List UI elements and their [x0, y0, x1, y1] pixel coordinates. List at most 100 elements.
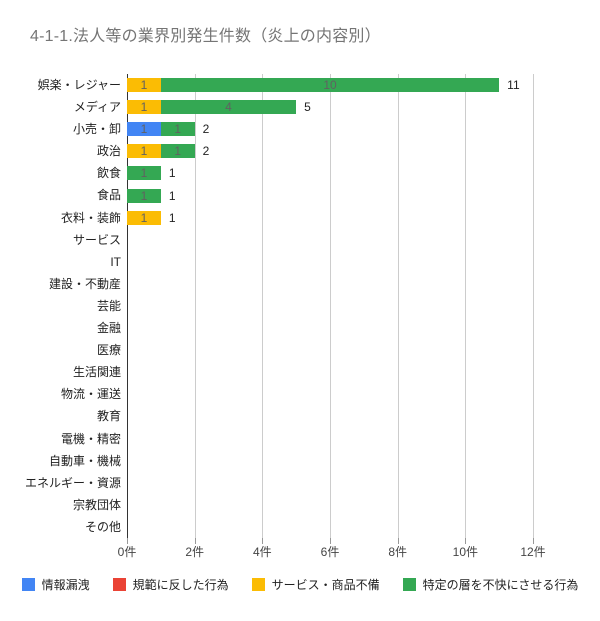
bar-segment[interactable]: 1 [127, 78, 161, 92]
bar-row [127, 472, 533, 494]
bar-total-label: 2 [202, 144, 210, 159]
x-axis-labels: 0件 2件 4件 6件 8件 10件 12件 [0, 543, 600, 559]
bar-row [127, 450, 533, 472]
bar-stack: 1 [127, 166, 161, 181]
category-label: 建設・不動産 [48, 276, 121, 291]
bar-row [127, 383, 533, 405]
bar-row [127, 317, 533, 339]
bar-segment[interactable]: 4 [160, 100, 297, 115]
legend-swatch-icon [112, 578, 126, 591]
legend-item: 特定の層を不快にさせる行為 [402, 576, 579, 593]
segment-value-label: 1 [140, 144, 148, 159]
plot-area: 1 10 11 1 4 5 1 1 2 1 1 2 1 1 1 1 1 1 [127, 74, 534, 544]
bar-row [127, 273, 533, 295]
legend-label: 特定の層を不快にさせる行為 [422, 578, 579, 592]
x-tick-label: 10件 [452, 545, 479, 559]
category-label: 食品 [96, 188, 121, 203]
bar-segment[interactable]: 10 [160, 78, 500, 92]
segment-value-label: 1 [174, 122, 182, 137]
bar-stack: 1 [127, 188, 161, 203]
category-label: その他 [84, 519, 121, 534]
category-label: 生活関連 [72, 365, 121, 380]
segment-value-label: 1 [140, 100, 148, 115]
axis-tick [465, 538, 467, 544]
x-tick-label: 0件 [117, 545, 137, 559]
bar-row [127, 339, 533, 361]
bar-segment[interactable]: 1 [127, 100, 161, 115]
segment-value-label: 1 [140, 78, 148, 92]
category-label: 電機・精密 [60, 431, 121, 446]
gridline [194, 74, 196, 538]
legend-item: 情報漏洩 [21, 576, 90, 593]
bar-segment[interactable]: 1 [160, 122, 195, 137]
x-tick-label: 12件 [520, 545, 546, 559]
bar-segment[interactable]: 1 [127, 166, 161, 181]
bar-row: 1 10 11 [127, 74, 533, 96]
category-label: 衣料・装飾 [60, 210, 121, 225]
axis-tick [127, 538, 128, 544]
category-label: エネルギー・資源 [24, 475, 121, 490]
category-label: 物流・運送 [60, 387, 121, 402]
bar-stack: 1 10 [127, 78, 500, 92]
bar-row [127, 494, 533, 516]
bar-row [127, 406, 533, 428]
category-label: 政治 [96, 144, 121, 159]
bar-segment[interactable]: 1 [127, 210, 161, 225]
bar-total-label: 1 [168, 210, 176, 225]
bar-row [127, 251, 533, 273]
category-label: 医療 [96, 343, 121, 358]
segment-value-label: 1 [174, 144, 182, 159]
category-label: 娯楽・レジャー [37, 78, 121, 92]
axis-tick [533, 538, 534, 544]
bar-total-label: 5 [304, 100, 311, 115]
gridline [533, 74, 534, 538]
legend-label: 規範に反した行為 [132, 578, 229, 592]
legend-swatch-icon [402, 578, 416, 591]
x-tick-label: 8件 [388, 545, 407, 559]
segment-value-label: 1 [140, 188, 148, 203]
chart-title: 4-1-1.法人等の業界別発生件数（炎上の内容別） [30, 28, 381, 45]
category-label: 教育 [96, 409, 121, 424]
gridline [397, 74, 399, 538]
bar-row [127, 229, 533, 251]
axis-tick [262, 538, 264, 544]
category-label: 飲食 [96, 166, 121, 181]
segment-value-label: 1 [140, 166, 148, 181]
axis-tick [194, 538, 196, 544]
legend-label: サービス・商品不備 [271, 578, 380, 592]
axis-tick [397, 538, 399, 544]
y-axis-labels: 娯楽・レジャー メディア 小売・卸 政治 飲食 食品 衣料・装飾 サービス IT 建設・不動産 芸能… [0, 74, 121, 538]
legend: 情報漏洩 規範に反した行為 サービス・商品不備 特定の層を不快にさせる行為 [0, 576, 600, 593]
x-tick-label: 2件 [185, 545, 204, 559]
segment-value-label: 1 [140, 122, 148, 137]
legend-label: 情報漏洩 [41, 578, 90, 592]
segment-value-label: 4 [225, 100, 232, 115]
bar-segment[interactable]: 1 [127, 144, 161, 159]
bar-stack: 1 [127, 210, 161, 225]
axis-tick [330, 538, 331, 544]
bar-row [127, 516, 533, 538]
x-tick-label: 4件 [252, 545, 272, 559]
bar-segment[interactable]: 1 [127, 122, 161, 137]
category-label: サービス [72, 232, 121, 247]
bar-segment[interactable]: 1 [160, 144, 195, 159]
y-axis-line [127, 74, 128, 538]
gridline [465, 74, 467, 538]
x-tick-label: 6件 [320, 545, 340, 559]
legend-swatch-icon [251, 578, 265, 591]
bar-total-label: 1 [168, 166, 176, 181]
category-label: 小売・卸 [72, 122, 121, 137]
bar-row [127, 428, 533, 450]
bar-total-label: 1 [168, 188, 176, 203]
bar-segment[interactable]: 1 [127, 188, 161, 203]
gridline [330, 74, 331, 538]
category-label: 宗教団体 [72, 497, 121, 512]
